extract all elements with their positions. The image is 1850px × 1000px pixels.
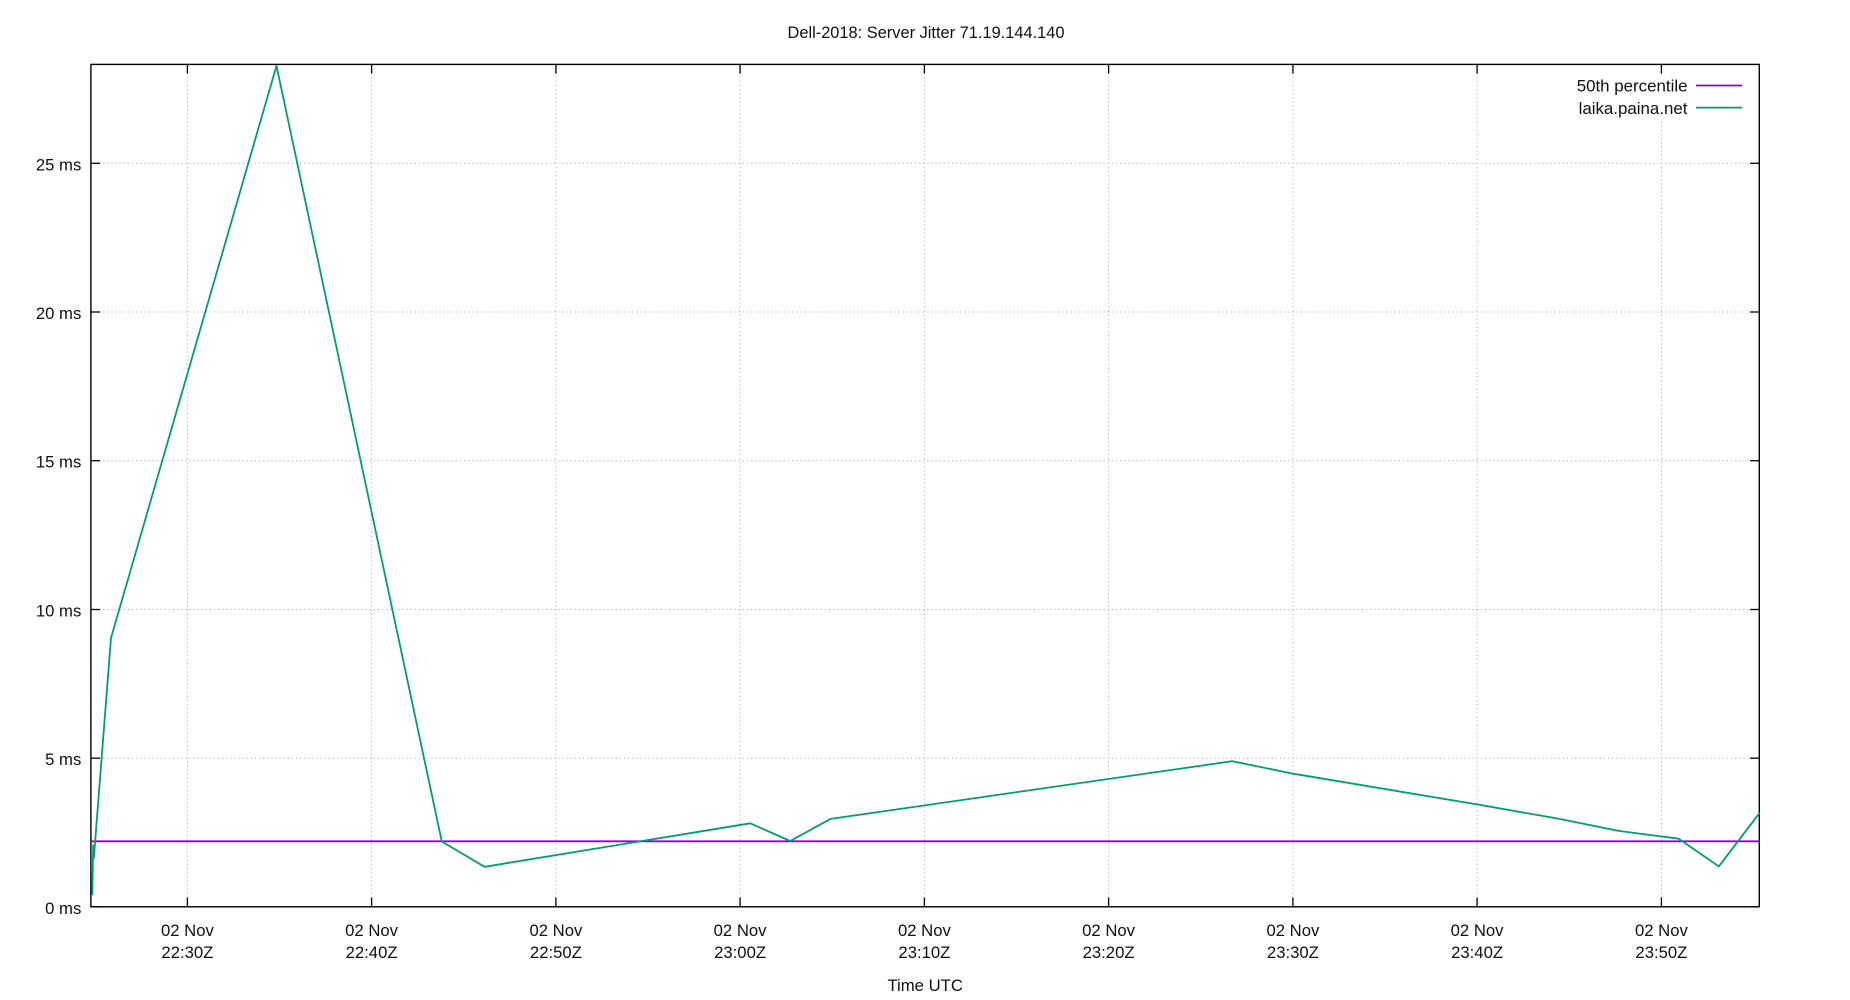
svg-text:02 Nov: 02 Nov: [345, 921, 399, 940]
svg-text:laika.paina.net: laika.paina.net: [1579, 99, 1688, 118]
svg-text:22:30Z: 22:30Z: [161, 943, 213, 962]
svg-text:23:00Z: 23:00Z: [714, 943, 766, 962]
svg-text:50th percentile: 50th percentile: [1577, 77, 1688, 96]
svg-text:23:50Z: 23:50Z: [1635, 943, 1687, 962]
svg-text:Time UTC: Time UTC: [887, 976, 962, 995]
svg-text:02 Nov: 02 Nov: [529, 921, 583, 940]
svg-text:02 Nov: 02 Nov: [161, 921, 215, 940]
svg-text:20 ms: 20 ms: [36, 304, 81, 323]
svg-text:02 Nov: 02 Nov: [1451, 921, 1505, 940]
svg-text:0 ms: 0 ms: [45, 899, 81, 918]
svg-text:23:30Z: 23:30Z: [1267, 943, 1319, 962]
svg-text:22:40Z: 22:40Z: [346, 943, 398, 962]
svg-text:02 Nov: 02 Nov: [898, 921, 952, 940]
svg-text:02 Nov: 02 Nov: [1266, 921, 1320, 940]
svg-text:02 Nov: 02 Nov: [714, 921, 768, 940]
svg-text:23:10Z: 23:10Z: [898, 943, 950, 962]
svg-text:10 ms: 10 ms: [36, 602, 81, 621]
svg-text:02 Nov: 02 Nov: [1082, 921, 1136, 940]
svg-text:15 ms: 15 ms: [36, 453, 81, 472]
svg-text:23:40Z: 23:40Z: [1451, 943, 1503, 962]
svg-text:23:20Z: 23:20Z: [1083, 943, 1135, 962]
svg-text:5 ms: 5 ms: [45, 750, 81, 769]
svg-text:Dell-2018: Server Jitter 71.19: Dell-2018: Server Jitter 71.19.144.140: [788, 24, 1065, 42]
svg-text:02 Nov: 02 Nov: [1635, 921, 1689, 940]
svg-text:25 ms: 25 ms: [36, 155, 81, 174]
svg-text:22:50Z: 22:50Z: [530, 943, 582, 962]
